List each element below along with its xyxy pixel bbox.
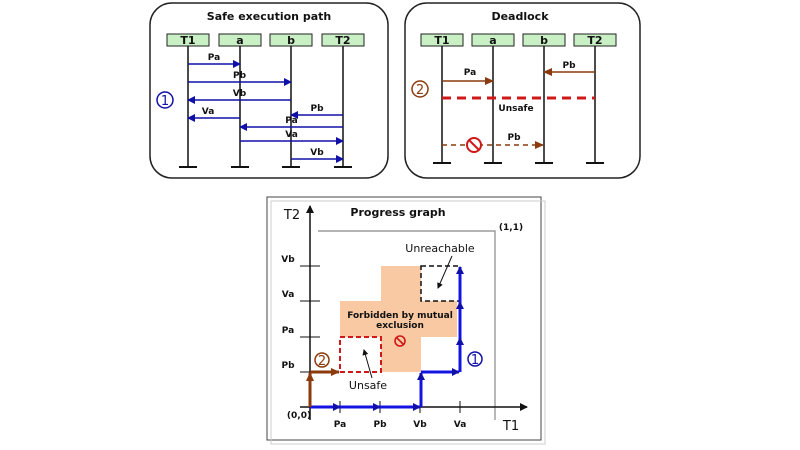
x-tick-label: Vb xyxy=(413,420,427,430)
no-entry-icon xyxy=(466,137,482,153)
unit-square-boundary xyxy=(318,230,496,420)
forbidden-label: exclusion xyxy=(376,321,424,331)
safe-execution-panel: Safe execution path T1 a b T2 Pa Pb Vb Pb Va Pa V… xyxy=(149,2,389,179)
lifeline-label: T1 xyxy=(180,34,195,47)
marker-label: 2 xyxy=(416,83,424,98)
marker-circle xyxy=(314,352,330,368)
y-tick-label: Pb xyxy=(281,361,295,371)
y-tick-label: Va xyxy=(282,290,295,300)
message-label: Vb xyxy=(310,148,324,158)
forbidden-label: Forbidden by mutual xyxy=(347,311,453,321)
deadlock-path xyxy=(306,368,340,407)
marker-label: 1 xyxy=(471,353,479,368)
y-tick-label: Pa xyxy=(282,326,294,336)
panel-frame xyxy=(149,2,389,179)
message-label: Pb xyxy=(233,71,247,81)
message-label: Pb xyxy=(310,104,324,114)
marker-circle xyxy=(156,91,174,109)
marker-label: 2 xyxy=(318,354,326,369)
unreachable-label: Unreachable xyxy=(405,242,475,255)
no-entry-icon xyxy=(394,335,406,347)
safe-path xyxy=(310,266,464,411)
lifeline-label: b xyxy=(287,34,295,47)
marker-label: 1 xyxy=(161,94,169,109)
panel-title: Safe execution path xyxy=(207,10,331,23)
message-label: Pa xyxy=(285,116,297,126)
y-axis-label: T2 xyxy=(283,208,300,223)
x-axis-label: T1 xyxy=(502,419,519,434)
lifeline-label: T2 xyxy=(587,34,602,47)
forbidden-region xyxy=(340,266,457,372)
progress-graph: Progress graph Pa Pb Vb Va Pb Pa Va Vb T2 T1 (0… xyxy=(266,196,546,445)
graph-title: Progress graph xyxy=(350,206,445,219)
lifeline-label: a xyxy=(236,34,243,47)
origin-label: (0,0) xyxy=(287,411,311,421)
message-label: Pb xyxy=(562,61,576,71)
x-tick-label: Va xyxy=(454,420,467,430)
message-label: Va xyxy=(285,130,298,140)
marker-circle xyxy=(411,80,429,98)
panel-frame xyxy=(404,2,641,179)
end-label: (1,1) xyxy=(499,223,523,233)
message-label: Pa xyxy=(208,53,220,63)
unsafe-region xyxy=(339,336,382,373)
lifeline-label: b xyxy=(540,34,548,47)
y-tick-label: Vb xyxy=(281,255,295,265)
lifeline-label: T1 xyxy=(434,34,449,47)
lifeline-label: T2 xyxy=(335,34,350,47)
unsafe-pointer xyxy=(362,349,373,379)
unsafe-label: Unsafe xyxy=(349,379,387,392)
unreachable-pointer xyxy=(437,255,453,289)
unsafe-label: Unsafe xyxy=(498,104,533,114)
lifeline-label: a xyxy=(489,34,496,47)
x-tick-label: Pb xyxy=(373,420,387,430)
marker-circle xyxy=(467,351,483,367)
x-tick-label: Pa xyxy=(334,420,346,430)
message-label: Pb xyxy=(507,133,521,143)
message-label: Vb xyxy=(233,89,247,99)
message-label: Va xyxy=(202,107,215,117)
message-label: Pa xyxy=(464,68,476,78)
panel-title: Deadlock xyxy=(491,10,549,23)
deadlock-panel: Deadlock T1 a b T2 Pa Pb Unsafe Pb 2 xyxy=(404,2,641,179)
